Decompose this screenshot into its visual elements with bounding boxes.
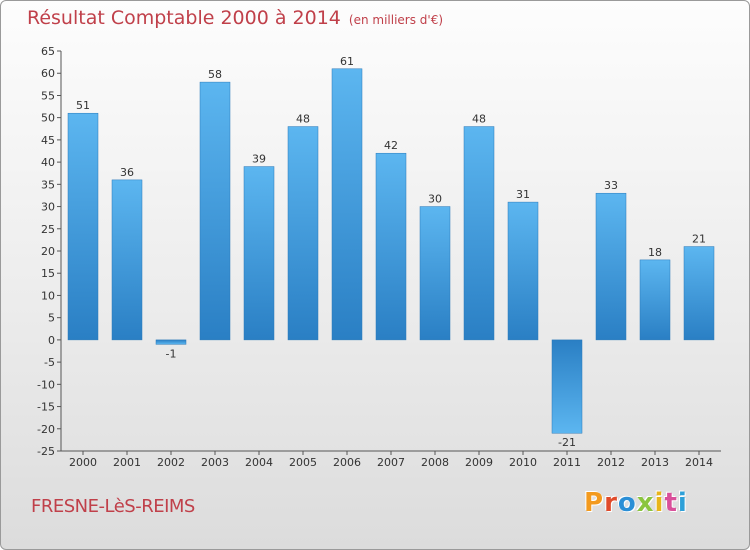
logo-letter: r bbox=[604, 488, 618, 518]
bar bbox=[463, 126, 495, 341]
bar bbox=[287, 126, 319, 341]
x-tick-label: 2006 bbox=[333, 456, 361, 469]
chart-title-text: Résultat Comptable 2000 à 2014 bbox=[27, 7, 341, 29]
logo-letter: i bbox=[654, 488, 665, 518]
bar-value-label: 61 bbox=[340, 55, 354, 68]
y-tick-label: 5 bbox=[48, 312, 55, 325]
y-tick-label: -25 bbox=[37, 445, 55, 458]
y-tick-label: 55 bbox=[41, 89, 55, 102]
bar bbox=[683, 246, 715, 341]
bar-value-label: 36 bbox=[120, 166, 134, 179]
y-tick-label: 60 bbox=[41, 67, 55, 80]
bar bbox=[375, 152, 407, 341]
bar-value-label: 31 bbox=[516, 188, 530, 201]
y-tick-label: 65 bbox=[41, 45, 55, 58]
bar-value-label: 58 bbox=[208, 68, 222, 81]
bar bbox=[111, 179, 143, 341]
logo-letter: x bbox=[636, 488, 655, 518]
logo-letter: o bbox=[617, 488, 637, 518]
x-tick-label: 2012 bbox=[597, 456, 625, 469]
bar bbox=[199, 81, 231, 341]
bar bbox=[507, 201, 539, 341]
x-tick-label: 2007 bbox=[377, 456, 405, 469]
bar bbox=[331, 68, 363, 341]
chart-unit-label: (en milliers d'€) bbox=[348, 13, 444, 27]
y-tick-label: -10 bbox=[37, 378, 55, 391]
bar-value-label: 48 bbox=[472, 113, 486, 126]
bar bbox=[419, 206, 451, 341]
x-tick-label: 2014 bbox=[685, 456, 713, 469]
x-tick-label: 2011 bbox=[553, 456, 581, 469]
y-tick-label: -15 bbox=[37, 401, 55, 414]
logo-letter: P bbox=[584, 488, 605, 518]
bar-value-label: 18 bbox=[648, 246, 662, 259]
x-tick-label: 2008 bbox=[421, 456, 449, 469]
bar bbox=[551, 339, 583, 434]
y-tick-label: -5 bbox=[44, 356, 55, 369]
bar bbox=[67, 112, 99, 341]
bar-value-label: 39 bbox=[252, 153, 266, 166]
bar bbox=[243, 166, 275, 341]
bar-value-label: 42 bbox=[384, 139, 398, 152]
bar-value-label: 51 bbox=[76, 99, 90, 112]
x-tick-label: 2013 bbox=[641, 456, 669, 469]
logo-letter: i bbox=[677, 488, 688, 518]
y-tick-label: 50 bbox=[41, 112, 55, 125]
bar-value-label: 48 bbox=[296, 113, 310, 126]
bar bbox=[155, 339, 187, 345]
y-tick-label: -20 bbox=[37, 423, 55, 436]
bar bbox=[639, 259, 671, 341]
x-tick-label: 2004 bbox=[245, 456, 273, 469]
chart-title: Résultat Comptable 2000 à 2014 (en millie… bbox=[27, 7, 443, 29]
y-tick-label: 10 bbox=[41, 289, 55, 302]
bar-value-label: 33 bbox=[604, 179, 618, 192]
x-tick-label: 2003 bbox=[201, 456, 229, 469]
x-tick-label: 2009 bbox=[465, 456, 493, 469]
y-tick-label: 45 bbox=[41, 134, 55, 147]
logo-letter: t bbox=[664, 488, 678, 518]
x-tick-label: 2005 bbox=[289, 456, 317, 469]
y-tick-label: 25 bbox=[41, 223, 55, 236]
x-tick-label: 2002 bbox=[157, 456, 185, 469]
y-tick-label: 30 bbox=[41, 201, 55, 214]
commune-name: FRESNE-LèS-REIMS bbox=[31, 496, 195, 517]
bar-value-label: 30 bbox=[428, 193, 442, 206]
y-tick-label: 40 bbox=[41, 156, 55, 169]
bar-value-label: 21 bbox=[692, 233, 706, 246]
y-tick-label: 20 bbox=[41, 245, 55, 258]
x-tick-label: 2010 bbox=[509, 456, 537, 469]
x-tick-label: 2001 bbox=[113, 456, 141, 469]
bar-value-label: -1 bbox=[166, 347, 177, 360]
y-tick-label: 0 bbox=[48, 334, 55, 347]
bar-value-label: -21 bbox=[558, 436, 576, 449]
bar bbox=[595, 192, 627, 341]
y-tick-label: 15 bbox=[41, 267, 55, 280]
y-tick-label: 35 bbox=[41, 178, 55, 191]
x-tick-label: 2000 bbox=[69, 456, 97, 469]
proxiti-logo[interactable]: Proxiti bbox=[584, 488, 688, 518]
